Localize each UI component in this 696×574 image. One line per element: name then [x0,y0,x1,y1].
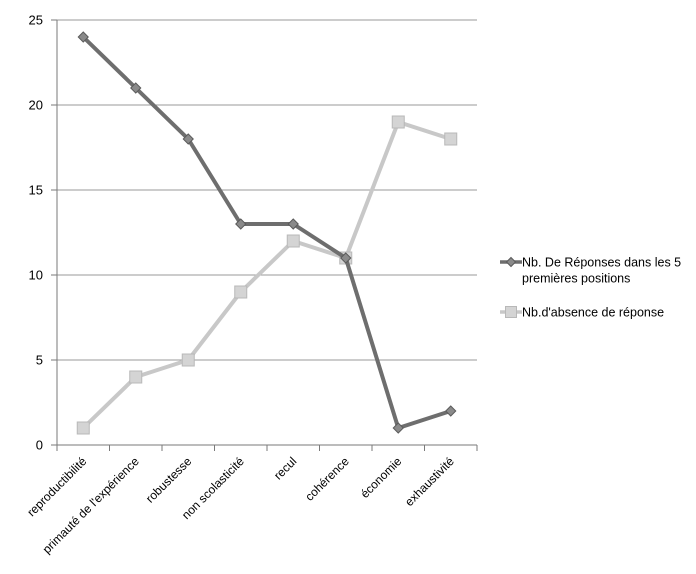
data-point [391,115,405,129]
y-axis-tick-labels: 0 5 10 15 20 25 [29,13,43,453]
series-2 [76,115,458,435]
y-tick-label: 25 [29,13,43,28]
data-point [235,218,247,230]
legend: Nb. De Réponses dans les 5 premières posi… [500,256,681,320]
y-tick-label: 5 [36,353,43,368]
data-point [444,132,458,146]
legend-label: Nb. De Réponses dans les 5 [522,256,681,270]
data-point [287,218,299,230]
y-tick-label: 0 [36,438,43,453]
series-line [81,120,453,430]
data-point [181,353,195,367]
data-point [445,405,457,417]
data-point [340,252,352,264]
series-lines [76,31,458,435]
series-1 [77,31,457,434]
legend-item: Nb. De Réponses dans les 5 premières posi… [500,256,681,286]
series-line [81,35,453,430]
gridlines [57,19,477,361]
legend-swatch-marker [505,256,517,268]
y-tick-label: 10 [29,268,43,283]
data-point [129,370,143,384]
x-category-label: économie [358,454,405,501]
legend-item: Nb.d'absence de réponse [500,306,664,320]
x-category-label: robustesse [143,454,195,506]
data-point [234,285,248,299]
legend-label: premières positions [522,272,630,286]
x-category-label: exhaustivité [402,454,457,509]
x-category-label: primauté de l'expérience [40,454,142,556]
data-point [392,422,404,434]
data-point [130,82,142,94]
data-point [76,421,90,435]
legend-swatch-marker [505,306,517,318]
y-tick-label: 20 [29,98,43,113]
data-point [77,31,89,43]
data-point [286,234,300,248]
data-point [182,133,194,145]
y-tick-label: 15 [29,183,43,198]
axes [51,19,478,451]
x-category-label: cohérence [302,454,352,504]
x-category-label: recul [271,454,299,482]
legend-label: Nb.d'absence de réponse [522,306,664,320]
